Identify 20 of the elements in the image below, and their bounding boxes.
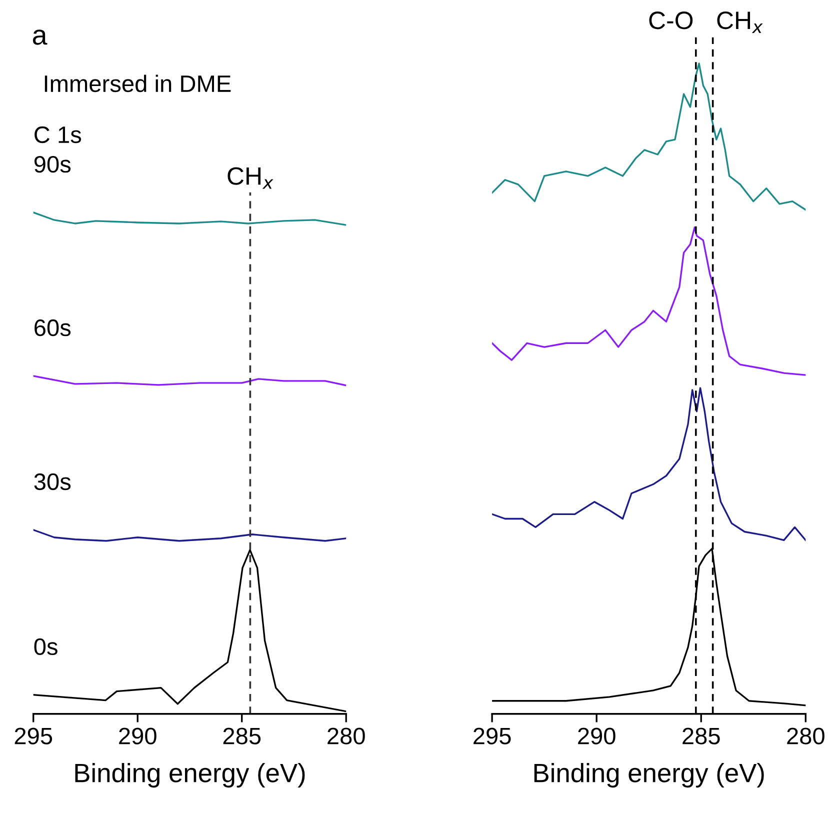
x-tick-label: 295	[474, 728, 511, 744]
series-label: 60s	[34, 319, 71, 336]
x-tick-label: 280	[328, 728, 365, 744]
ref-line-label: CH$_{x}$	[717, 11, 763, 34]
text: a	[32, 30, 48, 45]
x-tick-label: 280	[787, 728, 824, 744]
text: C 1s	[34, 126, 82, 144]
x-tick-label: 290	[578, 728, 616, 744]
series-label: 90s	[34, 156, 71, 173]
x-axis-title: Binding energy (eV)	[534, 762, 764, 788]
series-label: 30s	[34, 473, 71, 490]
x-tick-label: 290	[119, 728, 156, 744]
x-tick-label: 285	[682, 728, 720, 744]
text: Immersed in DME	[44, 74, 231, 92]
x-tick-label: 295	[14, 728, 52, 744]
ref-line-label: C-O	[649, 12, 693, 30]
ref-line-label: CH$_{x}$	[228, 167, 274, 189]
series-label: 0s	[34, 638, 58, 656]
x-tick-label: 285	[223, 728, 261, 744]
x-axis-title: Binding energy (eV)	[75, 762, 305, 788]
